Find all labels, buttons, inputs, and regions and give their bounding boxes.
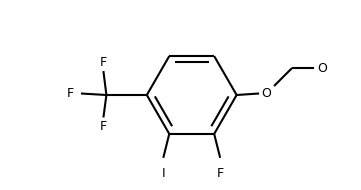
Text: F: F <box>100 120 107 133</box>
Text: F: F <box>100 55 107 69</box>
Text: I: I <box>161 167 165 180</box>
Text: O: O <box>262 87 271 100</box>
Text: O: O <box>317 62 327 74</box>
Text: F: F <box>67 87 74 100</box>
Text: F: F <box>217 167 224 180</box>
